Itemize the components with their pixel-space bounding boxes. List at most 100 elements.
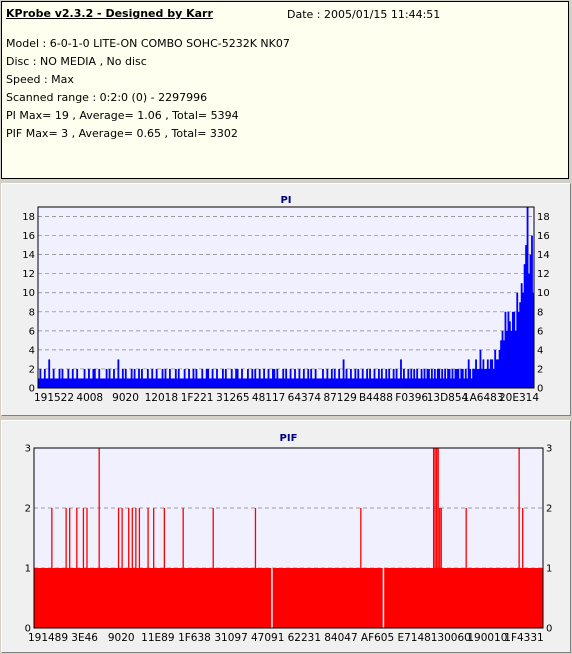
pi-bar (164, 368, 167, 388)
pif-spike-bar (434, 448, 436, 628)
pi-bar (532, 292, 535, 388)
pi-bar (520, 283, 523, 388)
pi-bar (475, 359, 477, 388)
pi-bar (202, 378, 205, 388)
pi-bar (330, 368, 333, 388)
pi-bar (235, 368, 238, 388)
pi-bar (358, 378, 361, 388)
pi-bar (98, 368, 101, 388)
pif-spike-bar (76, 508, 78, 628)
pif-spike-bar (360, 508, 362, 628)
pi-bar (39, 368, 42, 388)
pi-bar (525, 245, 527, 388)
pi-bar (307, 368, 310, 388)
pi-bar (323, 378, 326, 388)
pi-y-tick-left: 16 (22, 231, 35, 242)
pi-x-tick-label: 48117 (252, 392, 285, 404)
pif-base-bar (384, 568, 543, 628)
pi-x-tick-label: 191522 (34, 392, 74, 404)
pif-base-bar (272, 568, 383, 628)
pi-bar (127, 378, 130, 388)
pi-bar (229, 378, 232, 388)
info-disc: Disc : NO MEDIA , No disc (6, 55, 147, 68)
pi-plot-frame (37, 206, 535, 389)
pi-bar (67, 368, 70, 388)
pi-bar (88, 368, 90, 388)
pi-bar (508, 321, 511, 388)
pi-bar (77, 378, 80, 388)
pif-spike-bar (82, 508, 85, 628)
pif-x-tick-label: 47091 (251, 632, 284, 644)
pi-x-tick-label: 12018 (145, 392, 178, 404)
pi-bar (506, 330, 508, 388)
pi-bar (460, 368, 463, 388)
pi-bar (373, 368, 376, 388)
pi-bar (95, 378, 98, 388)
pif-spike-bar (153, 508, 155, 628)
pi-bar (55, 378, 58, 388)
pi-bar (110, 378, 112, 388)
pi-bar (507, 311, 510, 388)
pi-bar (348, 378, 351, 388)
pi-bar (410, 368, 413, 388)
pi-bar (438, 368, 441, 388)
pi-bar (217, 378, 220, 388)
pi-bar (297, 378, 299, 388)
pi-bar (54, 378, 57, 388)
pi-bar (205, 368, 208, 388)
pi-bar (379, 378, 382, 388)
pi-bar (92, 368, 95, 388)
pi-bar (141, 368, 143, 388)
pi-bar (221, 368, 224, 388)
pi-bar (369, 368, 371, 388)
pi-bar (386, 378, 389, 388)
pi-bar (375, 378, 377, 388)
pi-y-tick-right: 0 (537, 384, 543, 395)
pif-chart: PIF 0 0 1 1 2 2 3 3 191489 3E46 9020 11E89 1F638 31097… (25, 433, 553, 644)
pi-bar (476, 368, 479, 388)
pi-y-tick-left: 14 (22, 250, 35, 261)
pi-bar (168, 368, 171, 388)
pi-bar (157, 378, 160, 388)
pi-bar (522, 292, 525, 388)
pi-bar (514, 330, 517, 388)
pi-y-tick-left: 8 (29, 307, 35, 318)
pi-bar (64, 378, 67, 388)
pi-bar (136, 378, 139, 388)
pif-x-tick-label: 130060 (431, 632, 471, 644)
pi-bar (85, 378, 87, 388)
pi-bar (89, 378, 92, 388)
pi-bar (458, 378, 461, 388)
pi-bar (407, 368, 410, 388)
pi-bar (70, 378, 73, 388)
pif-y-tick-left: 0 (25, 624, 31, 635)
pi-bar (495, 359, 498, 388)
pi-bar (504, 311, 507, 388)
pif-y-tick-left: 1 (25, 564, 31, 575)
pi-bar (176, 378, 179, 388)
pi-bar (492, 368, 495, 388)
pi-bar (485, 368, 488, 388)
pi-y-tick-left: 0 (29, 384, 35, 395)
pi-bar (82, 378, 84, 388)
info-panel: KProbe v2.3.2 - Designed by Karr Date : … (1, 1, 569, 179)
pi-bar (227, 378, 230, 388)
pi-bar (481, 368, 483, 388)
pi-bar (470, 378, 473, 388)
info-model: Model : 6-0-1-0 LITE-ON COMBO SOHC-5232K… (6, 37, 290, 50)
pi-bar (501, 330, 504, 388)
pi-bar (414, 378, 417, 388)
pi-bar (345, 368, 348, 388)
pi-bar (277, 378, 280, 388)
pi-bar (357, 368, 360, 388)
pi-bar (201, 368, 204, 388)
pi-bar (254, 368, 257, 388)
pi-bar (320, 378, 323, 388)
pi-bar (529, 254, 532, 388)
pi-bar (261, 378, 264, 388)
pi-bar (363, 378, 366, 388)
pi-bar (503, 340, 505, 388)
pi-y-tick-left: 4 (29, 345, 35, 356)
pi-bar (257, 378, 260, 388)
pi-bar (117, 359, 120, 388)
